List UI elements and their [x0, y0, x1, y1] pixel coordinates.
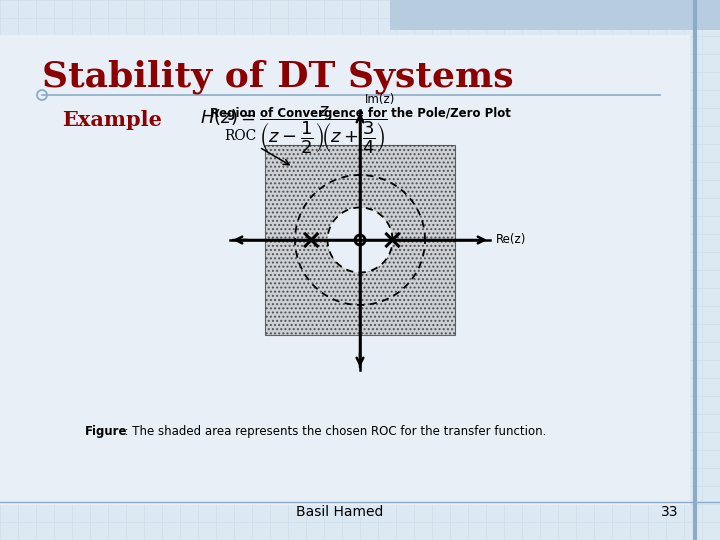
Text: Example: Example	[62, 110, 162, 130]
Bar	[265, 145, 455, 335]
Text: : The shaded area represents the chosen ROC for the transfer function.: : The shaded area represents the chosen …	[117, 425, 546, 438]
Text: Basil Hamed: Basil Hamed	[297, 505, 384, 519]
Text: Stability of DT Systems: Stability of DT Systems	[42, 60, 513, 94]
Text: 33: 33	[661, 505, 679, 519]
Bar	[390, 0, 720, 30]
Text: Im(z): Im(z)	[365, 93, 395, 106]
Text: ROC: ROC	[225, 129, 257, 143]
Circle shape	[328, 207, 392, 273]
Text: $H(z) = \dfrac{z}{\left(z - \dfrac{1}{2}\right)\!\left(z + \dfrac{3}{4}\right)}$: $H(z) = \dfrac{z}{\left(z - \dfrac{1}{2}…	[200, 105, 388, 156]
Text: Re(z): Re(z)	[496, 233, 526, 246]
Text: Figure: Figure	[85, 425, 127, 438]
Bar	[0, 35, 690, 505]
Text: Region of Convergence for the Pole/Zero Plot: Region of Convergence for the Pole/Zero …	[210, 107, 510, 120]
